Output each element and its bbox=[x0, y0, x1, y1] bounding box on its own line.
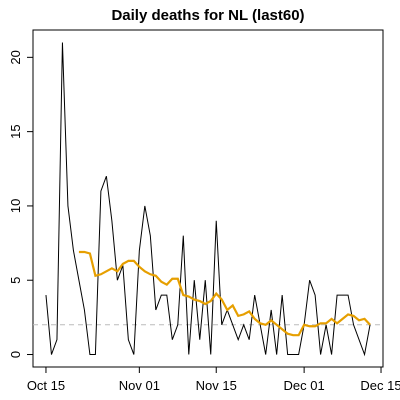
y-tick-label: 0 bbox=[8, 351, 23, 358]
series-line bbox=[45, 42, 371, 357]
y-tick-label: 15 bbox=[8, 124, 23, 138]
y-tick-label: 20 bbox=[8, 50, 23, 64]
chart-title: Daily deaths for NL (last60) bbox=[111, 7, 304, 24]
y-tick-label: 5 bbox=[8, 277, 23, 284]
x-tick-label: Dec 15 bbox=[360, 378, 400, 393]
x-tick-label: Oct 15 bbox=[27, 378, 65, 393]
plot-box bbox=[32, 29, 384, 368]
x-tick-label: Nov 15 bbox=[196, 378, 237, 393]
y-tick-label: 10 bbox=[8, 199, 23, 213]
series-line bbox=[78, 250, 371, 337]
x-tick-label: Dec 01 bbox=[284, 378, 325, 393]
x-tick-label: Nov 01 bbox=[119, 378, 160, 393]
